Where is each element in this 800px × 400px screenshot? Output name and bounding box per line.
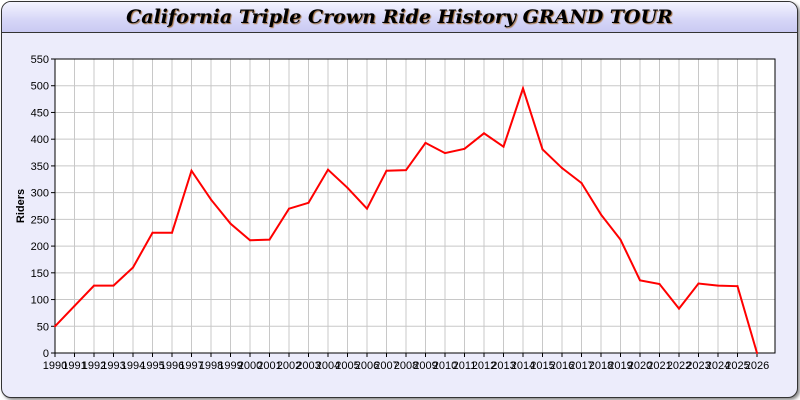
data-point (229, 222, 232, 225)
x-tick-label: 2000 (238, 360, 262, 372)
x-tick-label: 1997 (179, 360, 203, 372)
x-tick-label: 2004 (316, 360, 340, 372)
x-tick-label: 2005 (335, 360, 359, 372)
x-tick-label: 2013 (491, 360, 515, 372)
x-tick-label: 1990 (43, 360, 67, 372)
data-point (483, 132, 485, 135)
y-tick-label: 200 (31, 241, 49, 253)
data-point (190, 169, 193, 172)
data-point (171, 231, 173, 234)
y-axis-label: Riders (15, 189, 27, 223)
x-tick-label: 1998 (199, 360, 223, 372)
x-tick-label: 2018 (589, 360, 613, 372)
plot-border (54, 58, 776, 354)
plot-area (55, 59, 775, 353)
x-tick-label: 2002 (277, 360, 301, 372)
data-point (619, 238, 622, 241)
x-tick-label: 2007 (374, 360, 398, 372)
data-point (307, 201, 310, 204)
x-tick-label: 2022 (667, 360, 691, 372)
data-point (405, 169, 407, 172)
data-point (639, 279, 641, 282)
y-tick-label: 100 (31, 295, 49, 307)
data-point (210, 198, 212, 201)
x-tick-label: 2003 (296, 360, 320, 372)
data-point (385, 169, 388, 172)
data-point (463, 147, 466, 150)
data-point (736, 285, 739, 288)
data-point (756, 352, 758, 354)
x-tick-label: 2008 (394, 360, 418, 372)
data-point (327, 168, 329, 171)
data-point (600, 213, 602, 216)
x-tick-label: 2012 (472, 360, 496, 372)
x-tick-label: 2009 (413, 360, 437, 372)
data-point (93, 284, 95, 287)
y-tick-label: 300 (31, 188, 49, 200)
data-point (561, 167, 563, 170)
x-tick-label: 2017 (569, 360, 593, 372)
x-tick-label: 2001 (257, 360, 281, 372)
data-point (697, 282, 700, 285)
data-point (249, 239, 251, 242)
x-tick-label: 2025 (725, 360, 749, 372)
x-tick-label: 1992 (82, 360, 106, 372)
data-point (424, 141, 427, 144)
x-tick-label: 2014 (511, 360, 535, 372)
data-point (717, 284, 719, 287)
x-tick-label: 2019 (608, 360, 632, 372)
data-point (678, 307, 680, 310)
data-point (502, 145, 505, 148)
data-point (444, 152, 446, 155)
data-point (132, 266, 134, 269)
x-tick-label: 1999 (218, 360, 242, 372)
x-tick-label: 2024 (706, 360, 730, 372)
y-tick-label: 550 (31, 54, 49, 66)
y-tick-label: 250 (31, 214, 49, 226)
x-tick-label: 1994 (121, 360, 145, 372)
x-tick-label: 2011 (453, 360, 477, 372)
x-tick-label: 2023 (686, 360, 710, 372)
chart-title: California Triple Crown Ride History GRA… (126, 6, 673, 28)
data-point (54, 325, 56, 328)
data-point (522, 87, 524, 90)
data-point (112, 284, 115, 287)
y-tick-label: 500 (31, 81, 49, 93)
data-point (73, 304, 76, 307)
x-tick-label: 2015 (530, 360, 554, 372)
y-tick-label: 0 (43, 348, 49, 360)
x-tick-label: 1996 (160, 360, 184, 372)
data-point (288, 207, 290, 210)
x-tick-label: 1995 (140, 360, 164, 372)
data-point (658, 283, 661, 286)
data-point (151, 231, 154, 234)
data-point (580, 182, 583, 185)
x-tick-label: 1991 (62, 360, 86, 372)
y-tick-label: 350 (31, 161, 49, 173)
data-point (346, 186, 349, 189)
y-tick-label: 450 (31, 107, 49, 119)
title-bar: California Triple Crown Ride History GRA… (2, 2, 797, 33)
x-tick-label: 2016 (550, 360, 574, 372)
data-point (268, 238, 271, 241)
x-tick-label: 2026 (745, 360, 769, 372)
x-tick-label: 1993 (101, 360, 125, 372)
x-tick-label: 2006 (355, 360, 379, 372)
data-point (366, 207, 368, 210)
x-tick-label: 2010 (433, 360, 457, 372)
x-tick-label: 2021 (647, 360, 671, 372)
y-tick-label: 150 (31, 268, 49, 280)
data-point (541, 148, 544, 151)
x-tick-label: 2020 (628, 360, 652, 372)
y-tick-label: 400 (31, 134, 49, 146)
y-tick-label: 50 (37, 321, 49, 333)
